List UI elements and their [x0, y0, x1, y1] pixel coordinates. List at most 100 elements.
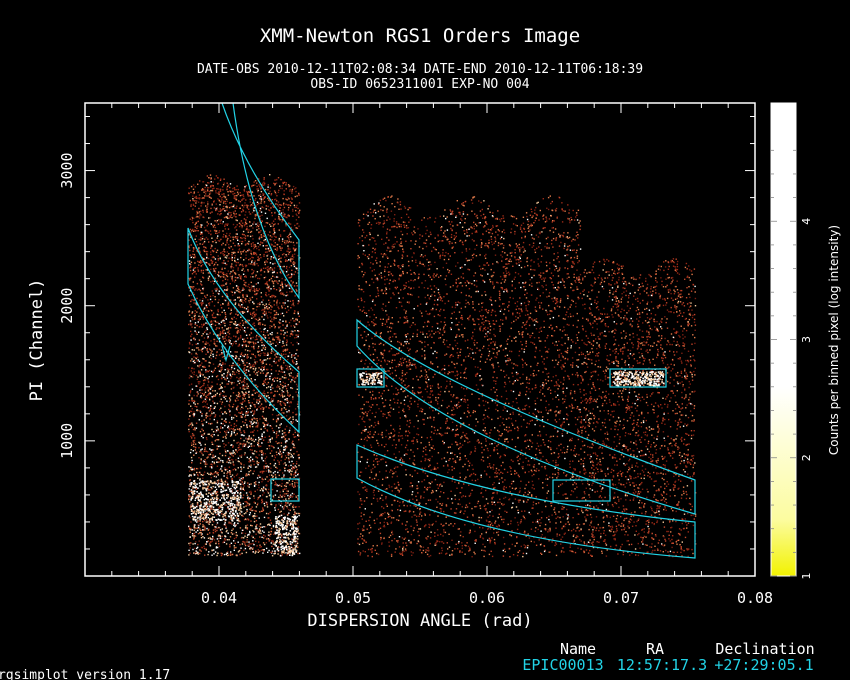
event-pixel: [266, 537, 268, 540]
event-pixel: [271, 325, 273, 328]
event-pixel: [288, 496, 290, 499]
event-pixel: [267, 551, 269, 553]
event-pixel: [293, 354, 295, 357]
event-pixel: [200, 397, 203, 399]
event-pixel: [191, 333, 193, 335]
event-pixel: [268, 307, 270, 309]
event-pixel: [225, 293, 228, 295]
event-pixel: [209, 332, 211, 334]
event-pixel: [243, 400, 246, 402]
event-pixel: [251, 261, 253, 263]
event-pixel: [224, 312, 226, 314]
event-pixel: [218, 327, 220, 330]
event-pixel: [288, 373, 290, 375]
event-pixel: [251, 460, 254, 462]
event-pixel: [216, 420, 219, 422]
event-pixel: [211, 538, 213, 540]
event-pixel: [269, 333, 271, 335]
event-pixel: [245, 223, 248, 225]
event-pixel: [246, 528, 248, 530]
event-pixel: [236, 233, 238, 235]
event-pixel: [258, 532, 260, 534]
event-pixel: [201, 233, 203, 235]
event-pixel: [265, 419, 267, 421]
event-pixel: [203, 450, 206, 453]
event-pixel: [232, 483, 234, 486]
event-pixel: [279, 326, 281, 328]
event-pixel: [199, 472, 201, 474]
event-pixel: [209, 418, 211, 420]
event-pixel: [277, 276, 279, 278]
event-pixel: [206, 211, 208, 213]
event-pixel: [227, 495, 229, 498]
event-pixel: [256, 545, 258, 547]
event-pixel: [244, 349, 247, 351]
event-pixel: [222, 205, 225, 208]
event-pixel: [207, 377, 209, 380]
event-pixel: [285, 388, 288, 390]
event-pixel: [264, 427, 266, 430]
event-pixel: [224, 273, 226, 276]
event-pixel: [284, 385, 287, 387]
event-pixel: [257, 351, 259, 353]
event-pixel: [197, 520, 200, 522]
event-pixel: [277, 201, 280, 203]
event-pixel: [230, 497, 232, 500]
event-pixel: [241, 416, 243, 418]
event-pixel: [233, 431, 235, 434]
event-pixel: [260, 368, 262, 371]
event-pixel: [201, 434, 203, 436]
event-pixel: [194, 322, 197, 324]
event-pixel: [263, 465, 265, 467]
event-pixel: [240, 443, 242, 445]
event-pixel: [259, 350, 261, 352]
event-pixel: [281, 533, 283, 536]
event-pixel: [213, 416, 216, 418]
event-pixel: [281, 253, 284, 256]
event-pixel: [211, 457, 213, 459]
event-pixel: [235, 494, 237, 496]
event-pixel: [273, 300, 275, 302]
event-pixel: [260, 235, 263, 237]
event-pixel: [261, 477, 263, 480]
event-pixel: [282, 391, 284, 393]
event-pixel: [192, 269, 195, 271]
event-pixel: [202, 454, 204, 456]
event-pixel: [273, 267, 276, 269]
event-pixel: [210, 492, 213, 494]
event-pixel: [256, 203, 259, 206]
event-pixel: [271, 450, 273, 452]
event-pixel: [275, 466, 277, 468]
event-pixel: [265, 542, 268, 544]
event-pixel: [229, 373, 231, 375]
event-pixel: [235, 497, 237, 499]
event-pixel: [196, 378, 198, 380]
event-pixel: [197, 197, 199, 199]
event-pixel: [279, 358, 282, 361]
event-pixel: [249, 426, 251, 428]
event-pixel: [208, 521, 211, 523]
event-pixel: [189, 451, 192, 454]
event-pixel: [227, 340, 230, 342]
event-pixel: [195, 216, 197, 218]
event-pixel: [204, 389, 206, 391]
event-pixel: [252, 542, 254, 545]
event-pixel: [272, 228, 275, 230]
event-pixel: [227, 551, 229, 553]
event-pixel: [213, 434, 215, 436]
event-pixel: [247, 285, 249, 288]
event-pixel: [287, 400, 290, 402]
event-pixel: [260, 211, 263, 213]
event-pixel: [283, 304, 285, 306]
event-pixel: [251, 287, 253, 289]
event-pixel: [257, 551, 259, 553]
event-pixel: [191, 469, 193, 471]
event-pixel: [214, 324, 217, 326]
event-pixel: [289, 449, 292, 451]
event-pixel: [287, 283, 290, 286]
event-pixel: [198, 540, 200, 542]
event-pixel: [294, 485, 296, 488]
event-pixel: [205, 521, 208, 523]
event-pixel: [211, 433, 213, 436]
event-pixel: [254, 217, 256, 220]
